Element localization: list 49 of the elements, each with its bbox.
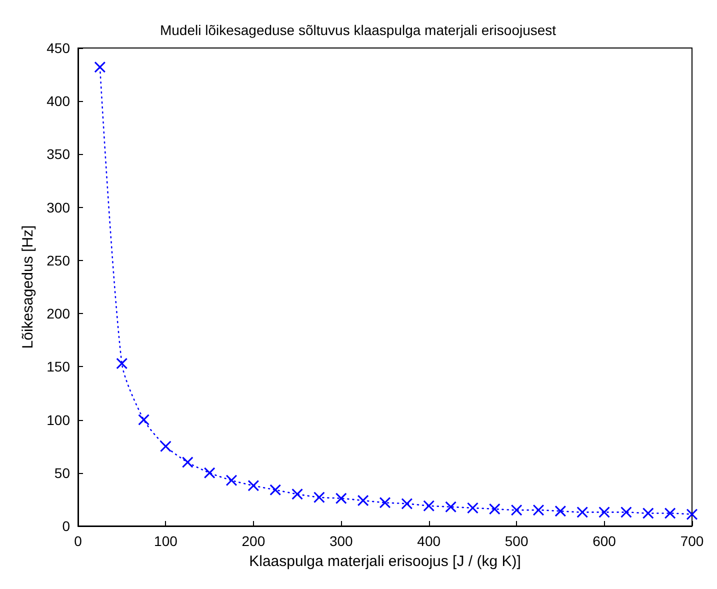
y-tick-label: 250 bbox=[46, 252, 70, 268]
x-axis-title: Klaaspulga materjali erisoojus [J / (kg K)] bbox=[249, 553, 521, 570]
x-tick-label: 700 bbox=[680, 533, 704, 549]
x-tick-label: 600 bbox=[592, 533, 616, 549]
point bbox=[336, 492, 347, 504]
point bbox=[642, 508, 654, 519]
y-tick-label: 0 bbox=[62, 518, 70, 534]
x-tick-label: 200 bbox=[242, 533, 266, 549]
y-tick-label: 200 bbox=[46, 306, 70, 322]
point bbox=[182, 456, 194, 468]
point bbox=[445, 501, 456, 512]
y-tick-label: 400 bbox=[46, 93, 70, 110]
point bbox=[292, 488, 303, 500]
point bbox=[116, 358, 128, 369]
x-tick-label: 100 bbox=[154, 533, 178, 549]
point bbox=[489, 504, 500, 515]
point bbox=[401, 498, 412, 510]
y-tick-label: 100 bbox=[46, 412, 70, 428]
y-tick-label: 50 bbox=[54, 464, 70, 481]
x-tick-label: 500 bbox=[504, 533, 528, 549]
x-tick-label: 400 bbox=[417, 533, 441, 549]
y-tick-label: 350 bbox=[46, 146, 70, 162]
point bbox=[226, 474, 237, 486]
point bbox=[533, 504, 544, 516]
point bbox=[423, 500, 434, 512]
point bbox=[248, 480, 259, 492]
y-tick-label: 150 bbox=[46, 358, 70, 375]
point bbox=[358, 495, 369, 506]
point bbox=[467, 502, 478, 514]
point bbox=[576, 506, 588, 518]
point bbox=[686, 508, 698, 520]
point bbox=[511, 504, 522, 516]
x-tick-label: 300 bbox=[329, 533, 354, 549]
point bbox=[598, 506, 610, 518]
point bbox=[160, 440, 172, 452]
point bbox=[554, 506, 566, 517]
point bbox=[138, 414, 150, 426]
point bbox=[94, 62, 106, 73]
y-axis-title: Lõikesagedus [Hz] bbox=[20, 225, 37, 349]
y-tick-label: 450 bbox=[46, 40, 70, 56]
point bbox=[664, 508, 676, 519]
point bbox=[314, 492, 325, 503]
point bbox=[204, 467, 216, 478]
x-tick-label: 0 bbox=[74, 533, 82, 549]
chart-title: Mudeli lõikesageduse sõltuvus klaaspulga materjali erisoojusest bbox=[160, 22, 556, 38]
point bbox=[620, 506, 632, 518]
y-tick-label: 300 bbox=[46, 199, 70, 216]
point bbox=[380, 497, 390, 508]
point bbox=[270, 484, 281, 496]
